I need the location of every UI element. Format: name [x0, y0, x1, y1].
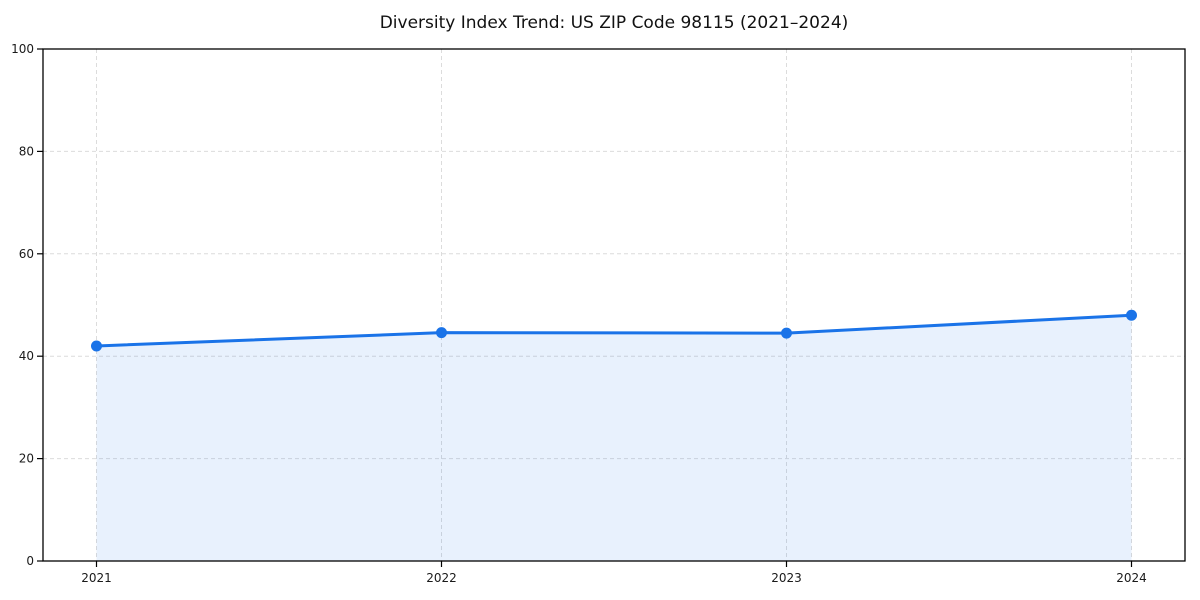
x-tick-label: 2022: [426, 571, 457, 585]
x-tick-label: 2021: [81, 571, 112, 585]
trend-line: [95, 313, 1133, 348]
x-tick-label: 2024: [1116, 571, 1147, 585]
y-tick-label: 80: [19, 144, 34, 158]
y-tick-label: 60: [19, 247, 34, 261]
y-tick-label: 0: [26, 554, 34, 568]
data-point: [91, 340, 102, 352]
data-point: [781, 327, 792, 339]
data-point: [1126, 309, 1137, 321]
y-tick-label: 40: [19, 349, 34, 363]
area-fill: [96, 315, 1132, 561]
data-point: [436, 327, 447, 339]
x-tick-label: 2023: [771, 571, 802, 585]
y-tick-label: 20: [19, 452, 34, 466]
chart-title: Diversity Index Trend: US ZIP Code 98115…: [379, 13, 849, 33]
y-tick-label: 100: [11, 42, 34, 56]
plot-border: [42, 48, 1186, 562]
